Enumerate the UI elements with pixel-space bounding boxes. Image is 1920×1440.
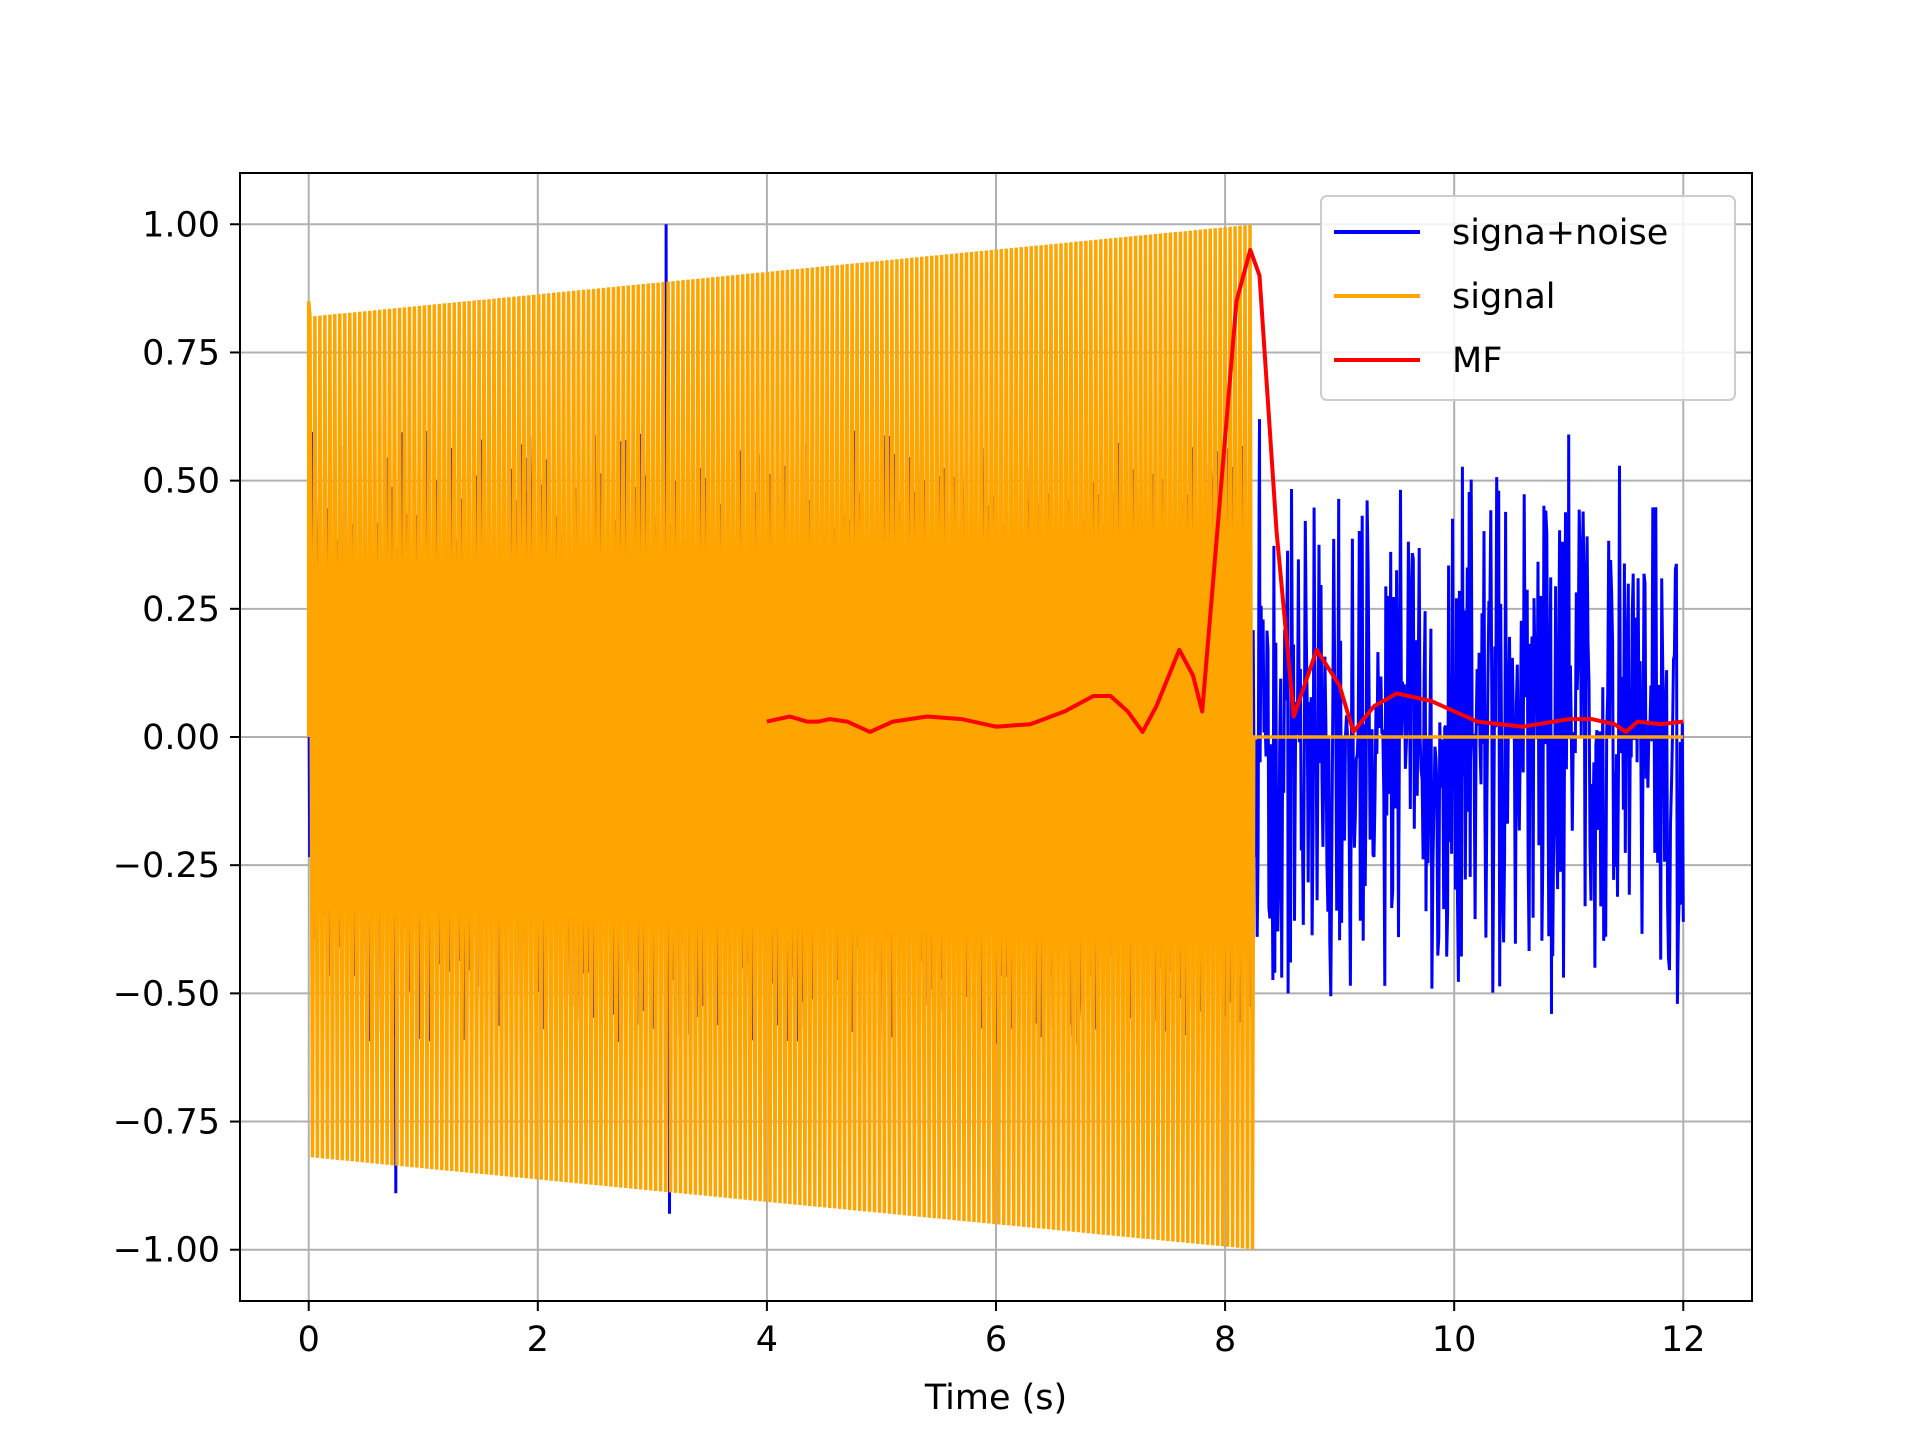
y-tick-label: −0.50 [113,974,220,1014]
x-tick-label: 8 [1214,1320,1236,1360]
x-axis-label: Time (s) [924,1378,1067,1418]
legend-label: MF [1452,341,1502,381]
legend-label: signa+noise [1452,213,1668,253]
y-tick-label: 1.00 [142,205,220,245]
series-line-mf [766,247,1684,734]
x-ticks: 0 2 4 6 8 10 12 [298,1301,1706,1360]
x-tick-label: 2 [527,1320,549,1360]
y-tick-label: −1.00 [113,1231,220,1271]
y-tick-label: 0.25 [142,590,220,630]
x-tick-label: 12 [1661,1320,1706,1360]
legend-label: signal [1452,277,1556,317]
y-ticks: 1.00 0.75 0.50 0.25 0.00 −0.25 −0.50 −0.75 −1.00 [113,205,240,1271]
x-tick-label: 4 [756,1320,778,1360]
y-tick-label: 0.00 [142,718,220,758]
legend-frame [1320,195,1736,401]
legend: signa+noise signal MF [1320,195,1736,401]
y-tick-label: 0.50 [142,462,220,502]
x-tick-label: 10 [1432,1320,1477,1360]
y-tick-label: −0.75 [113,1103,220,1143]
y-tick-label: 0.75 [142,333,220,373]
y-tick-label: −0.25 [113,846,220,886]
series-line-signal [306,224,1684,1250]
series-layer [306,224,1685,1250]
x-tick-label: 6 [985,1320,1007,1360]
x-tick-label: 0 [298,1320,320,1360]
